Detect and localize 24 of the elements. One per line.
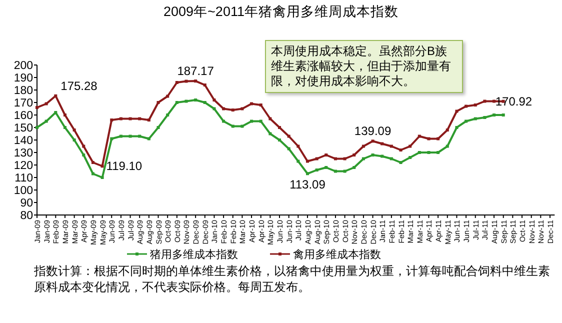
y-tick-label: 80 xyxy=(20,210,33,222)
y-tick-label: 110 xyxy=(14,172,33,184)
annotation: 本周使用成本稳定。虽然部分B族维生素涨幅较大，但由于添加量有限，对使用成本影响不大。 xyxy=(265,40,463,93)
legend-label: 猪用多维成本指数 xyxy=(150,248,238,261)
y-tick-label: 130 xyxy=(14,148,33,160)
y-tick-label: 190 xyxy=(14,72,33,84)
y-tick-label: 160 xyxy=(14,110,33,122)
y-tick-label: 140 xyxy=(14,135,33,147)
y-tick-label: 170 xyxy=(14,98,33,110)
y-tick-label: 90 xyxy=(20,198,33,210)
chart-title: 2009年~2011年猪禽用多维周成本指数 xyxy=(164,4,398,19)
y-tick-label: 100 xyxy=(14,185,33,197)
data-label: 187.17 xyxy=(177,64,214,78)
legend-label: 禽用多维成本指数 xyxy=(293,248,381,261)
data-label: 170.92 xyxy=(495,94,532,108)
y-tick-label: 180 xyxy=(14,85,33,97)
y-tick-label: 120 xyxy=(14,160,33,172)
data-label: 113.09 xyxy=(290,178,326,192)
text: 指数计算：根据不同时期的单体维生素价格，以猪禽中使用量为权重，计算每吨配合饲料中维生素原料成本变化情况，不代表实际价格。每周五发布。 xyxy=(34,263,551,295)
y-tick-label: 150 xyxy=(14,122,33,134)
y-tick-label: 200 xyxy=(14,60,33,72)
data-label: 139.09 xyxy=(354,124,392,138)
data-label: 119.10 xyxy=(106,159,142,174)
data-label: 175.28 xyxy=(60,78,98,93)
